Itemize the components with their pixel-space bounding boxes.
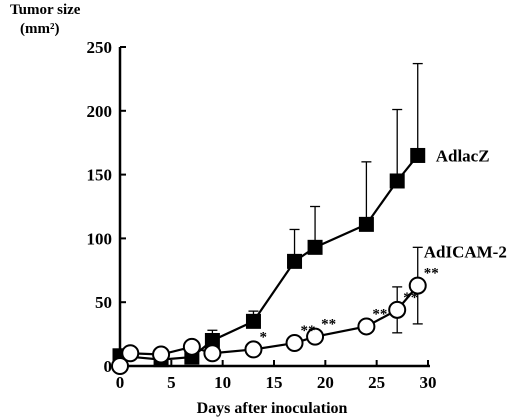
series-label: AdlacZ (436, 146, 490, 165)
series-line (119, 154, 419, 361)
significance-mark: ** (403, 290, 418, 306)
y-tick-label: 100 (87, 229, 113, 248)
data-point-circle (388, 300, 407, 319)
data-point-circle (152, 345, 171, 364)
data-point-square (204, 332, 220, 348)
plot-area: AdlacZ* ** ********AdICAM-2 (111, 62, 507, 375)
significance-mark: * (259, 329, 267, 345)
data-point-circle (357, 317, 376, 336)
x-tick-label: 10 (214, 373, 231, 392)
significance-mark: ** (301, 323, 316, 339)
x-axis-title: Days after inoculation (197, 400, 348, 417)
y-axis-title-line2: (mm²) (20, 21, 59, 37)
series-AdICAM-2: * ** ********AdICAM-2 (111, 243, 507, 375)
series-label: AdICAM-2 (424, 243, 507, 262)
data-point-circle (244, 340, 263, 359)
data-point-circle (111, 357, 129, 375)
data-point-circle (285, 334, 304, 353)
data-point-square (389, 173, 405, 189)
data-point-square (358, 216, 374, 232)
x-tick-label: 20 (317, 373, 334, 392)
data-point-circle (121, 344, 140, 363)
significance-mark: ** (321, 317, 336, 333)
x-tick-label: 15 (266, 373, 283, 392)
data-point-square (287, 253, 303, 269)
series-AdlacZ: AdlacZ (112, 62, 490, 368)
data-point-circle (203, 344, 222, 363)
x-tick-label: 30 (420, 373, 437, 392)
data-point-square (410, 147, 426, 163)
significance-mark: ** (372, 306, 387, 322)
x-tick-label: 5 (167, 373, 176, 392)
y-tick-label: 150 (87, 166, 113, 185)
data-point-square (307, 239, 323, 255)
y-tick-label: 0 (104, 357, 113, 376)
data-point-circle (408, 276, 427, 295)
x-tick-label: 0 (116, 373, 125, 392)
y-axis-title-line1: Tumor size (10, 2, 81, 18)
axes: 0 50 100 150 200 250 0 5 10 15 20 25 30 (87, 38, 437, 392)
data-point-circle (306, 327, 325, 346)
significance-mark: ** (424, 266, 439, 282)
x-tick-label: 25 (368, 373, 385, 392)
data-point-square (245, 313, 261, 329)
y-tick-label: 50 (95, 293, 112, 312)
y-tick-label: 200 (87, 102, 113, 121)
y-tick-label: 250 (87, 38, 113, 57)
data-point-circle (182, 337, 201, 356)
